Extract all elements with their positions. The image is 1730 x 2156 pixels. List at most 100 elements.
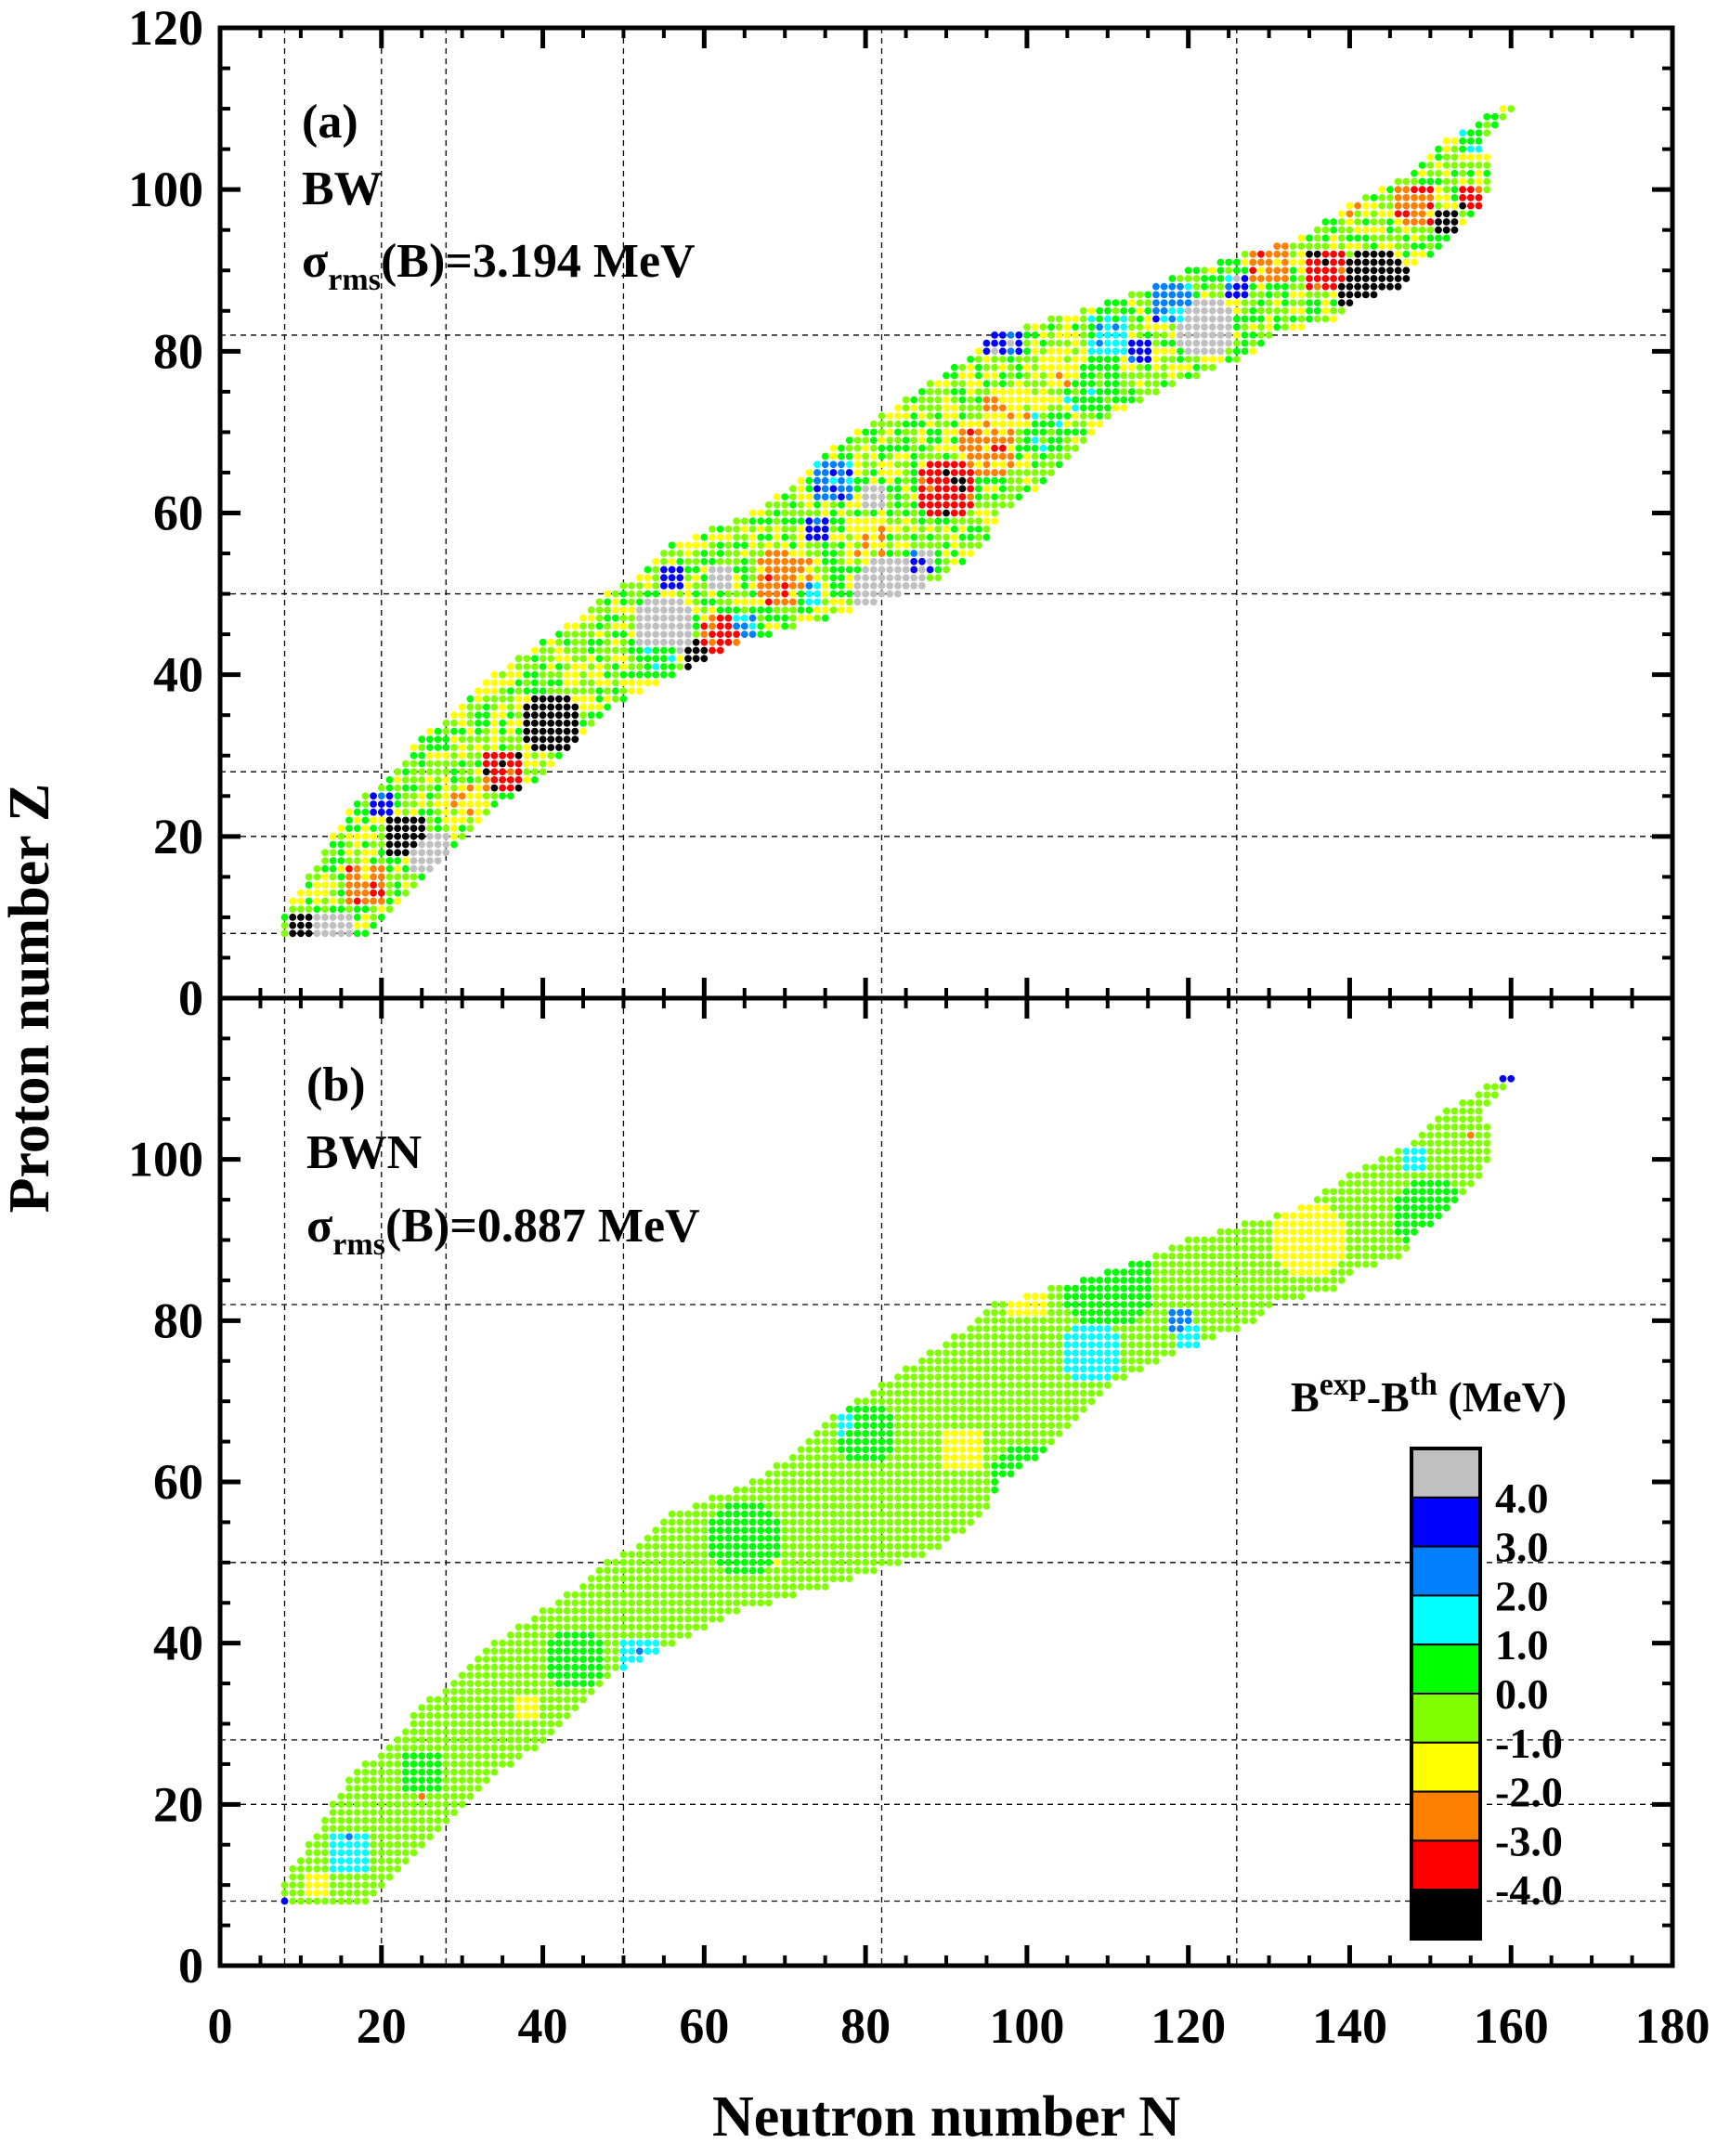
nuclide-point bbox=[958, 371, 967, 380]
nuclide-point bbox=[894, 1446, 902, 1454]
nuclide-point bbox=[361, 921, 370, 929]
nuclide-point bbox=[1426, 194, 1435, 201]
nuclide-point bbox=[902, 1461, 910, 1470]
nuclide-point bbox=[740, 550, 748, 557]
nuclide-point bbox=[499, 1695, 506, 1704]
nuclide-point bbox=[652, 646, 660, 655]
nuclide-point bbox=[1096, 323, 1103, 331]
nuclide-point bbox=[571, 727, 579, 735]
nuclide-point bbox=[845, 582, 853, 590]
nuclide-point bbox=[894, 1405, 902, 1413]
nuclide-point bbox=[902, 396, 910, 404]
nuclide-point bbox=[797, 476, 805, 485]
nuclide-point bbox=[1072, 323, 1079, 331]
nuclide-point bbox=[1426, 1220, 1435, 1227]
nuclide-point bbox=[733, 1526, 740, 1534]
nuclide-point bbox=[652, 622, 660, 630]
nuclide-point bbox=[652, 1558, 660, 1566]
nuclide-point bbox=[1225, 356, 1232, 363]
nuclide-point bbox=[482, 679, 490, 687]
nuclide-point bbox=[482, 720, 490, 727]
nuclide-point bbox=[821, 1486, 829, 1494]
nuclide-point bbox=[337, 889, 345, 897]
nuclide-point bbox=[1459, 1107, 1466, 1115]
nuclide-point bbox=[418, 1809, 426, 1816]
nuclide-point bbox=[974, 509, 982, 517]
nuclide-point bbox=[1072, 444, 1079, 452]
nuclide-point bbox=[337, 1833, 345, 1840]
nuclide-point bbox=[934, 428, 943, 436]
nuclide-point bbox=[1192, 315, 1201, 323]
nuclide-point bbox=[902, 574, 910, 582]
nuclide-point bbox=[611, 1566, 619, 1575]
nuclide-point bbox=[1120, 396, 1128, 404]
nuclide-point bbox=[821, 1566, 829, 1575]
nuclide-point bbox=[950, 1461, 958, 1470]
nuclide-point bbox=[692, 1534, 700, 1542]
nuclide-point bbox=[813, 614, 821, 622]
nuclide-point bbox=[1450, 186, 1459, 194]
nuclide-point bbox=[773, 1542, 781, 1551]
nuclide-point bbox=[886, 436, 894, 444]
nuclide-point bbox=[918, 517, 926, 526]
nuclide-point bbox=[450, 760, 458, 768]
nuclide-point bbox=[1249, 1284, 1257, 1292]
nuclide-point bbox=[595, 1647, 604, 1656]
nuclide-point bbox=[676, 655, 684, 663]
nuclide-point bbox=[967, 1437, 974, 1446]
nuclide-point bbox=[748, 1566, 757, 1575]
nuclide-point bbox=[781, 574, 789, 582]
nuclide-point bbox=[1418, 1188, 1426, 1196]
nuclide-point bbox=[1177, 1253, 1184, 1260]
nuclide-point bbox=[869, 1430, 878, 1437]
nuclide-point bbox=[1087, 1325, 1096, 1332]
nuclide-point bbox=[740, 614, 748, 622]
nuclide-point bbox=[539, 1728, 547, 1736]
nuclide-point bbox=[684, 663, 692, 670]
nuclide-point bbox=[1499, 1083, 1507, 1091]
nuclide-point bbox=[401, 881, 410, 889]
nuclide-point bbox=[781, 590, 789, 598]
nuclide-point bbox=[982, 412, 991, 420]
nuclide-point bbox=[628, 1647, 635, 1656]
nuclide-point bbox=[1152, 1317, 1160, 1325]
nuclide-point bbox=[1394, 177, 1402, 186]
nuclide-point bbox=[1184, 1268, 1192, 1277]
nuclide-point bbox=[1370, 1253, 1378, 1260]
nuclide-point bbox=[1160, 1301, 1168, 1308]
nuclide-point bbox=[740, 606, 748, 614]
nuclide-point bbox=[385, 864, 394, 873]
nuclide-point bbox=[1007, 1413, 1015, 1422]
nuclide-point bbox=[1127, 331, 1136, 339]
nuclide-point bbox=[555, 711, 563, 720]
nuclide-point bbox=[684, 1631, 692, 1639]
nuclide-point bbox=[353, 840, 361, 849]
nuclide-point bbox=[878, 1486, 886, 1494]
nuclide-point bbox=[418, 873, 426, 881]
nuclide-point bbox=[1442, 1196, 1450, 1203]
nuclide-point bbox=[305, 1857, 313, 1864]
nuclide-point bbox=[676, 646, 684, 655]
nuclide-point bbox=[886, 574, 894, 582]
nuclide-point bbox=[910, 500, 918, 509]
nuclide-point bbox=[878, 1389, 886, 1397]
nuclide-point bbox=[1321, 1196, 1330, 1203]
nuclide-point bbox=[1459, 1131, 1466, 1139]
nuclide-point bbox=[1241, 282, 1249, 291]
nuclide-point bbox=[869, 1566, 878, 1575]
nuclide-point bbox=[934, 509, 943, 517]
nuclide-point bbox=[943, 388, 950, 396]
nuclide-point bbox=[587, 1599, 595, 1607]
nuclide-point bbox=[1490, 1091, 1499, 1099]
nuclide-point bbox=[943, 565, 950, 574]
nuclide-point bbox=[401, 1744, 410, 1752]
nuclide-point bbox=[1450, 145, 1459, 153]
nuclide-point bbox=[1120, 315, 1128, 323]
nuclide-point bbox=[797, 1558, 805, 1566]
nuclide-point bbox=[1321, 291, 1330, 299]
nuclide-point bbox=[1337, 1277, 1346, 1284]
nuclide-point bbox=[514, 1663, 523, 1671]
nuclide-point bbox=[1450, 1179, 1459, 1188]
nuclide-point bbox=[724, 1526, 733, 1534]
nuclide-point bbox=[531, 1711, 539, 1720]
